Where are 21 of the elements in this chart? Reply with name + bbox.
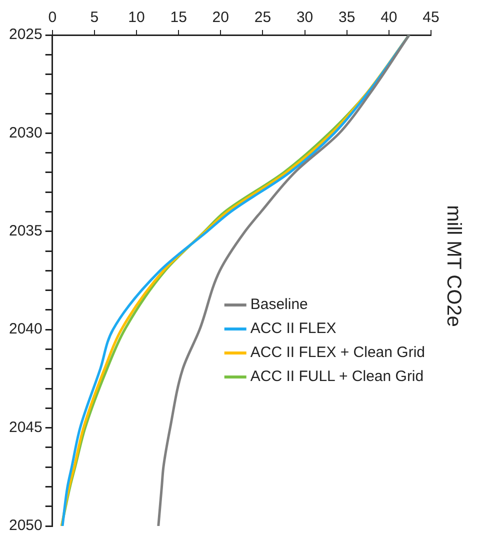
y-tick-label: 2030: [8, 124, 42, 142]
legend-label: Baseline: [250, 296, 308, 314]
x-tick-label: 35: [338, 9, 356, 26]
x-tick-label: 20: [212, 9, 229, 26]
x-tick-label: 15: [170, 9, 187, 26]
x-tick-label: 40: [380, 9, 398, 26]
x-tick-label: 25: [254, 9, 272, 26]
y-tick-label: 2035: [8, 222, 42, 240]
x-tick-label: 0: [48, 9, 57, 26]
legend-label: ACC II FLEX: [250, 320, 336, 338]
text: mill MT CO2e: [442, 205, 464, 327]
y-tick-label: 2025: [8, 26, 42, 44]
x-tick-label: 10: [128, 9, 145, 26]
y-tick-label: 2050: [8, 517, 42, 534]
y-tick-label: 2045: [8, 418, 42, 436]
legend-label: ACC II FULL + Clean Grid: [250, 368, 424, 386]
y-tick-label: 2040: [8, 320, 42, 338]
x-tick-label: 30: [296, 9, 314, 26]
legend-label: ACC II FLEX + Clean Grid: [250, 344, 426, 362]
x-tick-label: 5: [90, 9, 99, 26]
x-tick-label: 45: [422, 9, 440, 26]
